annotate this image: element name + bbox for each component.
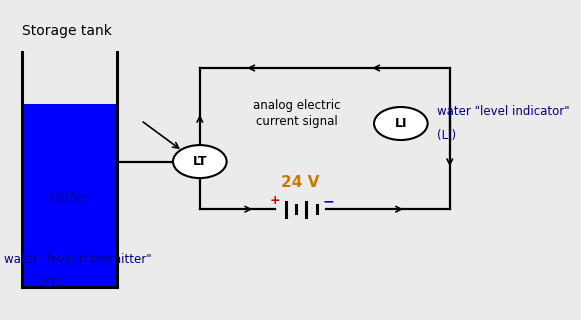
Text: water "level transmitter": water "level transmitter" [4,253,152,267]
Text: (LT): (LT) [40,277,62,290]
Text: Storage tank: Storage tank [22,24,112,38]
Text: water "level indicator": water "level indicator" [437,105,569,118]
Text: (LI): (LI) [437,129,456,142]
Text: Water: Water [49,191,90,205]
Text: analog electric: analog electric [253,99,341,112]
Text: LT: LT [192,155,207,168]
Circle shape [173,145,227,178]
Bar [22,104,117,287]
Text: −: − [323,194,335,208]
Text: current signal: current signal [256,115,338,128]
Text: 24 V: 24 V [281,175,320,190]
Text: LI: LI [394,117,407,130]
Text: +: + [269,195,280,207]
Circle shape [374,107,428,140]
